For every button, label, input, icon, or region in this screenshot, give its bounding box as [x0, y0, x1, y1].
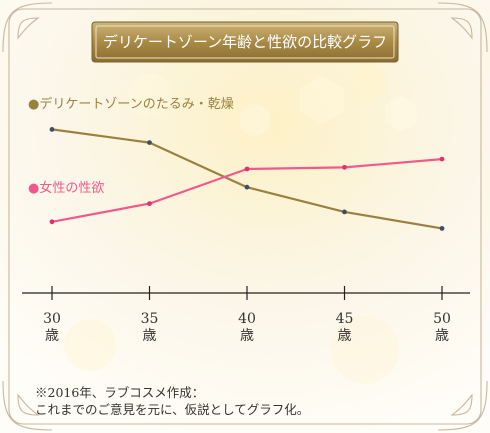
x-tick-unit-3: 歳: [338, 328, 352, 344]
data-point-0-1: [147, 140, 152, 146]
x-tick-label-2: 40: [238, 311, 256, 327]
x-tick-unit-2: 歳: [240, 328, 254, 344]
x-tick-unit-4: 歳: [435, 328, 449, 344]
data-point-1-2: [244, 166, 250, 172]
title-banner: デリケートゾーン年齢と性欲の比較グラフ: [91, 21, 399, 63]
x-tick-label-4: 50: [433, 311, 451, 327]
data-point-1-4: [439, 156, 445, 162]
x-tick-label-3: 45: [336, 311, 354, 327]
legend-item-0: ●デリケートゾーンのたるみ・乾燥: [28, 96, 234, 112]
plot-area: [49, 126, 445, 231]
x-tick-label-1: 35: [141, 311, 159, 327]
data-point-0-2: [244, 184, 250, 190]
chart-title: デリケートゾーン年齢と性欲の比較グラフ: [103, 33, 387, 51]
bokeh-decoration: [64, 62, 417, 384]
data-point-1-0: [49, 219, 55, 225]
chart-legend: ●デリケートゾーンのたるみ・乾燥 ●女性の性欲: [28, 96, 234, 196]
footnote-line-1: ※2016年、ラブコスメ作成：: [35, 385, 204, 400]
x-tick-unit-1: 歳: [143, 328, 157, 344]
legend-item-1: ●女性の性欲: [28, 180, 104, 196]
data-point-1-1: [147, 201, 152, 207]
data-point-1-3: [342, 164, 347, 170]
footnote: ※2016年、ラブコスメ作成： これまでのご意見を元に、仮説としてグラフ化。: [35, 385, 309, 417]
x-tick-unit-0: 歳: [45, 328, 59, 344]
footnote-line-2: これまでのご意見を元に、仮説としてグラフ化。: [35, 402, 309, 417]
data-point-0-3: [342, 209, 347, 215]
data-point-0-4: [439, 226, 445, 231]
x-tick-label-0: 30: [43, 311, 61, 327]
data-point-0-0: [49, 126, 55, 132]
